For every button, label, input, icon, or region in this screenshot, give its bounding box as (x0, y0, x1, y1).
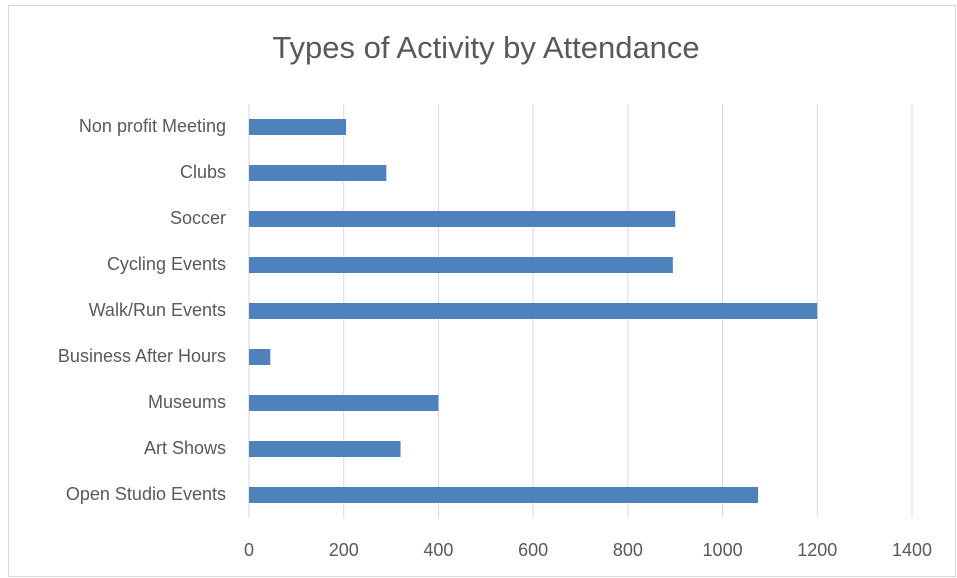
y-tick-label: Soccer (170, 208, 226, 228)
x-tick-label: 600 (518, 540, 548, 560)
x-tick-label: 1400 (892, 540, 932, 560)
y-tick-label: Business After Hours (58, 346, 226, 366)
y-tick-label: Museums (148, 392, 226, 412)
bar (249, 211, 676, 227)
bar (249, 349, 271, 365)
y-tick-label: Open Studio Events (66, 484, 226, 504)
y-tick-label: Cycling Events (107, 254, 226, 274)
bar (249, 119, 347, 135)
bar (249, 487, 759, 503)
y-tick-label: Clubs (180, 162, 226, 182)
y-tick-label: Art Shows (144, 438, 226, 458)
x-tick-label: 1000 (703, 540, 743, 560)
x-tick-label: 0 (244, 540, 254, 560)
bar (249, 257, 673, 273)
y-tick-label: Walk/Run Events (89, 300, 226, 320)
x-tick-label: 400 (423, 540, 453, 560)
chart-title: Types of Activity by Attendance (272, 30, 699, 65)
x-tick-label: 200 (329, 540, 359, 560)
bar (249, 395, 439, 411)
bar (249, 303, 818, 319)
x-tick-label: 800 (613, 540, 643, 560)
x-tick-label: 1200 (797, 540, 837, 560)
y-tick-label: Non profit Meeting (79, 116, 226, 136)
bar (249, 165, 387, 181)
chart-frame (8, 5, 956, 577)
bar (249, 441, 401, 457)
